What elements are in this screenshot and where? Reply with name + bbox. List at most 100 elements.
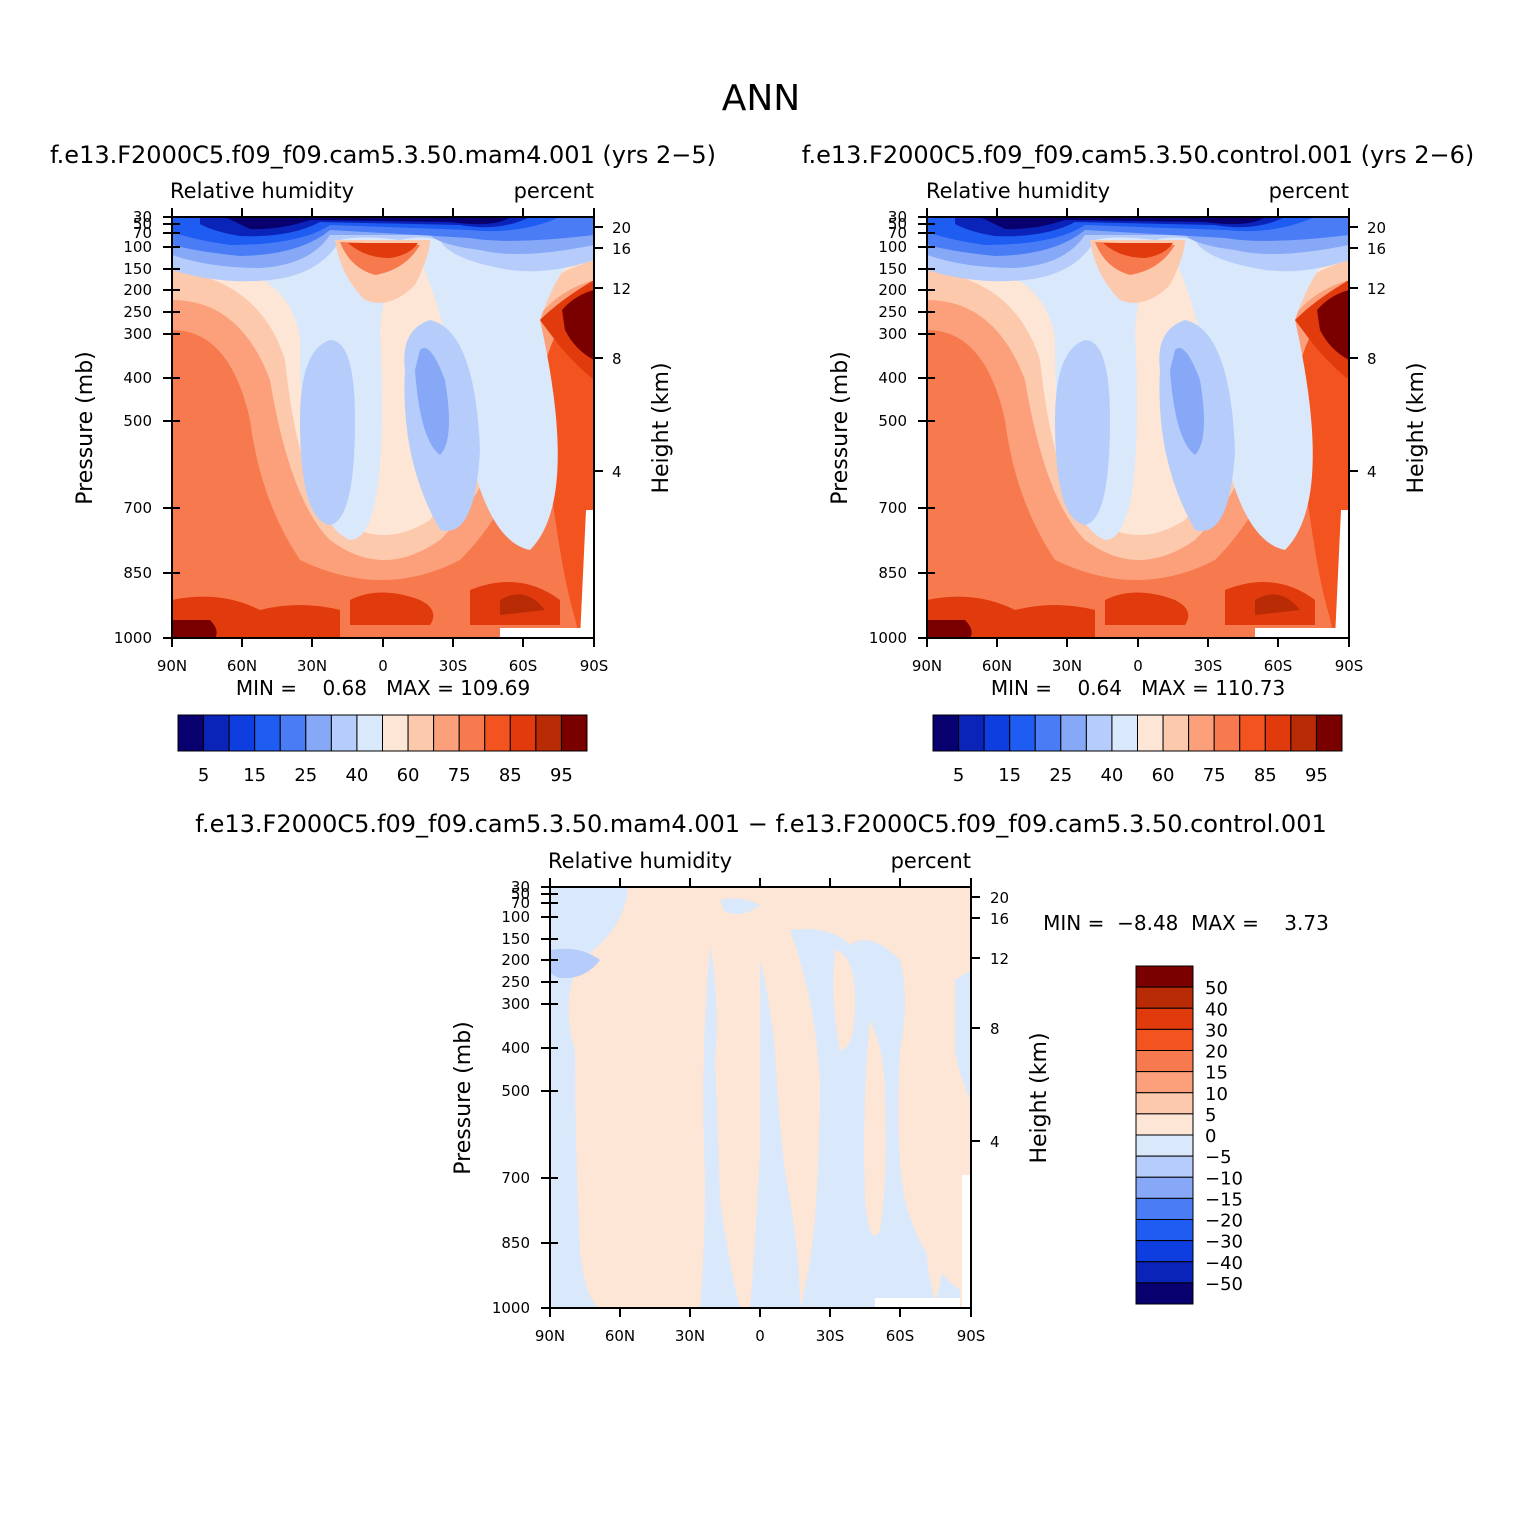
colorbar-tick-label: 95 <box>550 765 573 786</box>
colorbar-box <box>1111 714 1138 752</box>
contour-field <box>550 887 971 1308</box>
svg-text:0: 0 <box>378 657 388 675</box>
svg-text:12: 12 <box>612 280 631 298</box>
colorbar-box <box>1135 1007 1194 1030</box>
svg-text:500: 500 <box>123 412 152 430</box>
svg-text:30N: 30N <box>675 1327 705 1345</box>
svg-text:200: 200 <box>501 951 530 969</box>
colorbar-box <box>177 714 205 752</box>
colorbar-tick-label: 25 <box>294 765 317 786</box>
colorbar-box <box>1135 1028 1194 1051</box>
svg-text:70: 70 <box>133 224 152 242</box>
y-axis-label: Pressure (mb) <box>451 1021 476 1175</box>
units-label: percent <box>1269 179 1349 203</box>
colorbar-box <box>932 714 960 752</box>
colorbar-tick-label: −20 <box>1205 1211 1243 1232</box>
colorbar-tick-label: 75 <box>448 765 471 786</box>
y-axis-label: Pressure (mb) <box>73 351 98 505</box>
svg-text:500: 500 <box>878 412 907 430</box>
svg-text:8: 8 <box>612 350 622 368</box>
svg-text:300: 300 <box>878 325 907 343</box>
svg-text:50: 50 <box>511 885 530 903</box>
colorbar-tick-label: 40 <box>345 765 368 786</box>
svg-text:70: 70 <box>888 224 907 242</box>
svg-text:90N: 90N <box>535 1327 565 1345</box>
y-right-axis-label: Height (km) <box>1027 1032 1052 1163</box>
svg-text:150: 150 <box>878 260 907 278</box>
colorbar-tick-label: 15 <box>998 765 1021 786</box>
colorbar-box <box>1085 714 1113 752</box>
svg-text:20: 20 <box>1367 219 1386 237</box>
svg-text:16: 16 <box>1367 240 1386 258</box>
svg-text:150: 150 <box>501 930 530 948</box>
svg-text:30N: 30N <box>1052 657 1082 675</box>
svg-text:90S: 90S <box>1335 657 1364 675</box>
svg-text:250: 250 <box>501 973 530 991</box>
svg-text:60S: 60S <box>886 1327 915 1345</box>
colorbar-box <box>1135 986 1194 1009</box>
colorbar-tick-label: 30 <box>1205 1020 1228 1041</box>
colorbar-box <box>1135 1134 1194 1157</box>
svg-text:60S: 60S <box>1264 657 1293 675</box>
colorbar-box <box>1135 1071 1194 1094</box>
svg-text:850: 850 <box>878 564 907 582</box>
svg-text:4: 4 <box>612 463 622 481</box>
units-label: percent <box>891 849 971 873</box>
y-right-axis-label: Height (km) <box>1404 362 1429 493</box>
colorbar-tick-label: 75 <box>1203 765 1226 786</box>
svg-text:300: 300 <box>501 995 530 1013</box>
colorbar-box <box>560 714 588 752</box>
svg-text:100: 100 <box>123 238 152 256</box>
colorbar-tick-label: 25 <box>1049 765 1072 786</box>
svg-text:90S: 90S <box>580 657 609 675</box>
variable-label: Relative humidity <box>548 849 732 873</box>
colorbar-box <box>407 714 435 752</box>
svg-text:850: 850 <box>501 1234 530 1252</box>
svg-text:200: 200 <box>878 281 907 299</box>
y-right-axis-label: Height (km) <box>649 362 674 493</box>
svg-text:90N: 90N <box>912 657 942 675</box>
svg-text:500: 500 <box>501 1082 530 1100</box>
svg-text:400: 400 <box>501 1039 530 1057</box>
colorbar-tick-label: −15 <box>1205 1189 1243 1210</box>
colorbar-box <box>330 714 358 752</box>
colorbar-tick-label: 15 <box>1205 1063 1228 1084</box>
min-max-stats: MIN = 0.64 MAX = 110.73 <box>991 676 1285 700</box>
min-max-stats: MIN = 0.68 MAX = 109.69 <box>236 676 530 700</box>
svg-text:100: 100 <box>501 908 530 926</box>
colorbar-tick-label: −40 <box>1205 1253 1243 1274</box>
colorbar: 5 15 25 40 60 75 85 95 <box>932 714 1343 786</box>
panel-case2: f.e13.F2000C5.f09_f09.cam5.3.50.control.… <box>802 141 1475 786</box>
svg-text:700: 700 <box>501 1169 530 1187</box>
panel-subtitle: f.e13.F2000C5.f09_f09.cam5.3.50.mam4.001… <box>50 141 716 169</box>
colorbar-box <box>1135 1092 1194 1115</box>
colorbar-box <box>203 714 230 752</box>
colorbar-box <box>1239 714 1266 752</box>
colorbar-tick-label: 10 <box>1205 1084 1228 1105</box>
panel-subtitle: f.e13.F2000C5.f09_f09.cam5.3.50.mam4.001… <box>195 810 1326 838</box>
svg-text:1000: 1000 <box>492 1299 530 1317</box>
colorbar-box <box>535 714 562 752</box>
svg-text:400: 400 <box>878 369 907 387</box>
svg-text:12: 12 <box>1367 280 1386 298</box>
svg-text:700: 700 <box>123 499 152 517</box>
colorbar-box <box>1135 1240 1194 1263</box>
colorbar-tick-label: 15 <box>243 765 266 786</box>
colorbar-tick-label: −50 <box>1205 1274 1243 1295</box>
min-max-stats: MIN = −8.48 MAX = 3.73 <box>1043 911 1329 935</box>
colorbar-box <box>382 714 409 752</box>
colorbar-tick-label: 60 <box>1152 765 1175 786</box>
colorbar-box <box>1135 1113 1194 1136</box>
svg-text:4: 4 <box>1367 463 1377 481</box>
svg-text:90N: 90N <box>157 657 187 675</box>
colorbar-box <box>983 714 1011 752</box>
colorbar-box <box>1213 714 1241 752</box>
svg-text:700: 700 <box>878 499 907 517</box>
colorbar-box <box>1135 1050 1194 1073</box>
panel-case1: f.e13.F2000C5.f09_f09.cam5.3.50.mam4.001… <box>50 141 716 786</box>
svg-text:250: 250 <box>878 303 907 321</box>
svg-text:90S: 90S <box>957 1327 986 1345</box>
